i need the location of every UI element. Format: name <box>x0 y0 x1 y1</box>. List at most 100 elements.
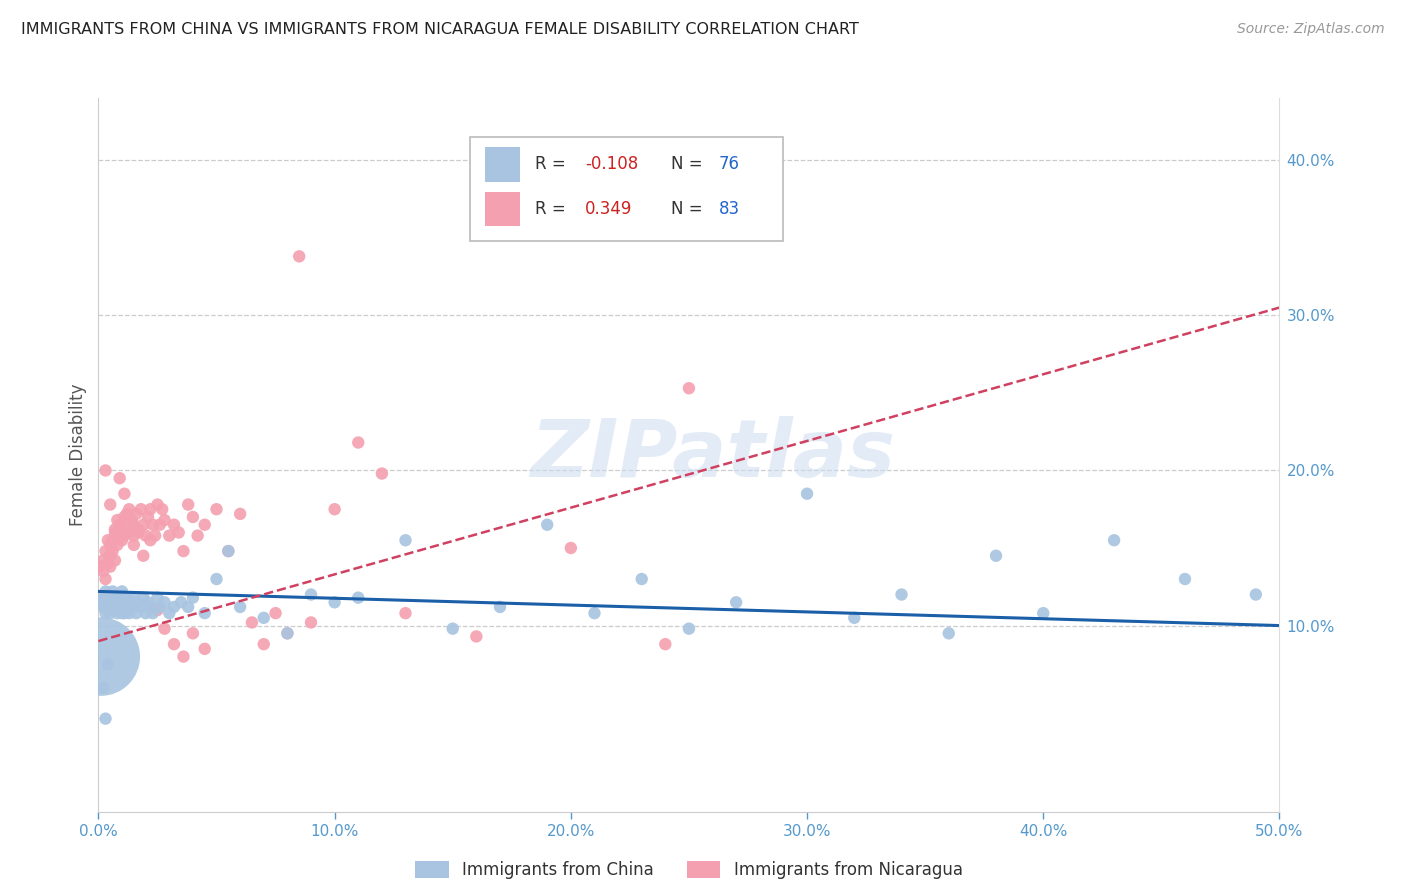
Point <box>94 463 117 477</box>
Point <box>142 517 165 532</box>
Point <box>105 513 128 527</box>
Point <box>135 606 157 620</box>
Point <box>536 517 558 532</box>
Point <box>122 538 145 552</box>
Point <box>91 553 114 567</box>
Point <box>121 595 143 609</box>
Point <box>101 533 124 548</box>
Bar <box>485 147 520 182</box>
Point <box>101 584 124 599</box>
Point <box>128 525 150 540</box>
Point <box>118 606 141 620</box>
Legend: Immigrants from China, Immigrants from Nicaragua: Immigrants from China, Immigrants from N… <box>409 854 969 886</box>
Point <box>139 599 162 614</box>
Point <box>115 517 138 532</box>
Point <box>129 502 152 516</box>
Point <box>177 599 200 614</box>
Point <box>91 681 114 695</box>
Point <box>136 595 159 609</box>
Point <box>94 712 117 726</box>
Point <box>97 595 120 609</box>
Point <box>371 467 394 481</box>
Y-axis label: Female Disability: Female Disability <box>69 384 87 526</box>
Point <box>136 510 159 524</box>
Point <box>121 513 143 527</box>
Point <box>276 626 298 640</box>
Text: R =: R = <box>536 155 571 173</box>
Point <box>172 544 194 558</box>
Point <box>347 435 370 450</box>
Point <box>90 649 112 664</box>
Point <box>139 502 162 516</box>
Point <box>112 606 135 620</box>
Point <box>104 522 127 536</box>
Point <box>890 588 912 602</box>
Point <box>276 626 298 640</box>
Point <box>1174 572 1197 586</box>
Point <box>111 584 134 599</box>
Text: 0.349: 0.349 <box>585 200 633 218</box>
Point <box>253 637 276 651</box>
Point <box>118 599 141 614</box>
Point <box>112 510 135 524</box>
Point <box>94 606 117 620</box>
Point <box>112 528 135 542</box>
Point <box>108 599 131 614</box>
Point <box>630 572 652 586</box>
Point <box>94 544 117 558</box>
Point <box>108 528 131 542</box>
Point <box>98 606 121 620</box>
Point <box>844 611 866 625</box>
Point <box>104 591 127 605</box>
Point <box>229 599 252 614</box>
Point <box>112 486 135 500</box>
Point <box>118 510 141 524</box>
Point <box>489 599 512 614</box>
Point <box>240 615 263 630</box>
Point <box>394 606 416 620</box>
Point <box>678 622 700 636</box>
Point <box>98 549 121 563</box>
Point <box>796 486 818 500</box>
Point <box>172 649 194 664</box>
Point <box>253 611 276 625</box>
Point <box>157 528 180 542</box>
Point <box>157 606 180 620</box>
Point <box>118 502 141 516</box>
Text: ZIPatlas: ZIPatlas <box>530 416 896 494</box>
Point <box>108 471 131 485</box>
Point <box>98 538 121 552</box>
Point <box>187 528 209 542</box>
Point <box>97 533 120 548</box>
Point <box>94 572 117 586</box>
Point <box>108 517 131 532</box>
Point <box>111 595 134 609</box>
Point <box>654 637 676 651</box>
Point <box>135 528 157 542</box>
Point <box>1244 588 1267 602</box>
Point <box>115 591 138 605</box>
Point <box>91 599 114 614</box>
Point <box>205 572 228 586</box>
Point <box>205 502 228 516</box>
Point <box>181 626 204 640</box>
Point <box>465 629 488 643</box>
Point <box>101 595 124 609</box>
Point <box>194 606 217 620</box>
Text: N =: N = <box>671 155 709 173</box>
Point <box>938 626 960 640</box>
Point <box>122 591 145 605</box>
Point <box>146 591 169 605</box>
Point <box>98 591 121 605</box>
Point <box>984 549 1007 563</box>
Point <box>170 595 193 609</box>
Point <box>583 606 606 620</box>
Point <box>128 522 150 536</box>
Text: 83: 83 <box>718 200 740 218</box>
Point <box>153 595 176 609</box>
Text: N =: N = <box>671 200 709 218</box>
Point <box>118 525 141 540</box>
Text: Source: ZipAtlas.com: Source: ZipAtlas.com <box>1237 22 1385 37</box>
Point <box>105 538 128 552</box>
Point <box>97 588 120 602</box>
